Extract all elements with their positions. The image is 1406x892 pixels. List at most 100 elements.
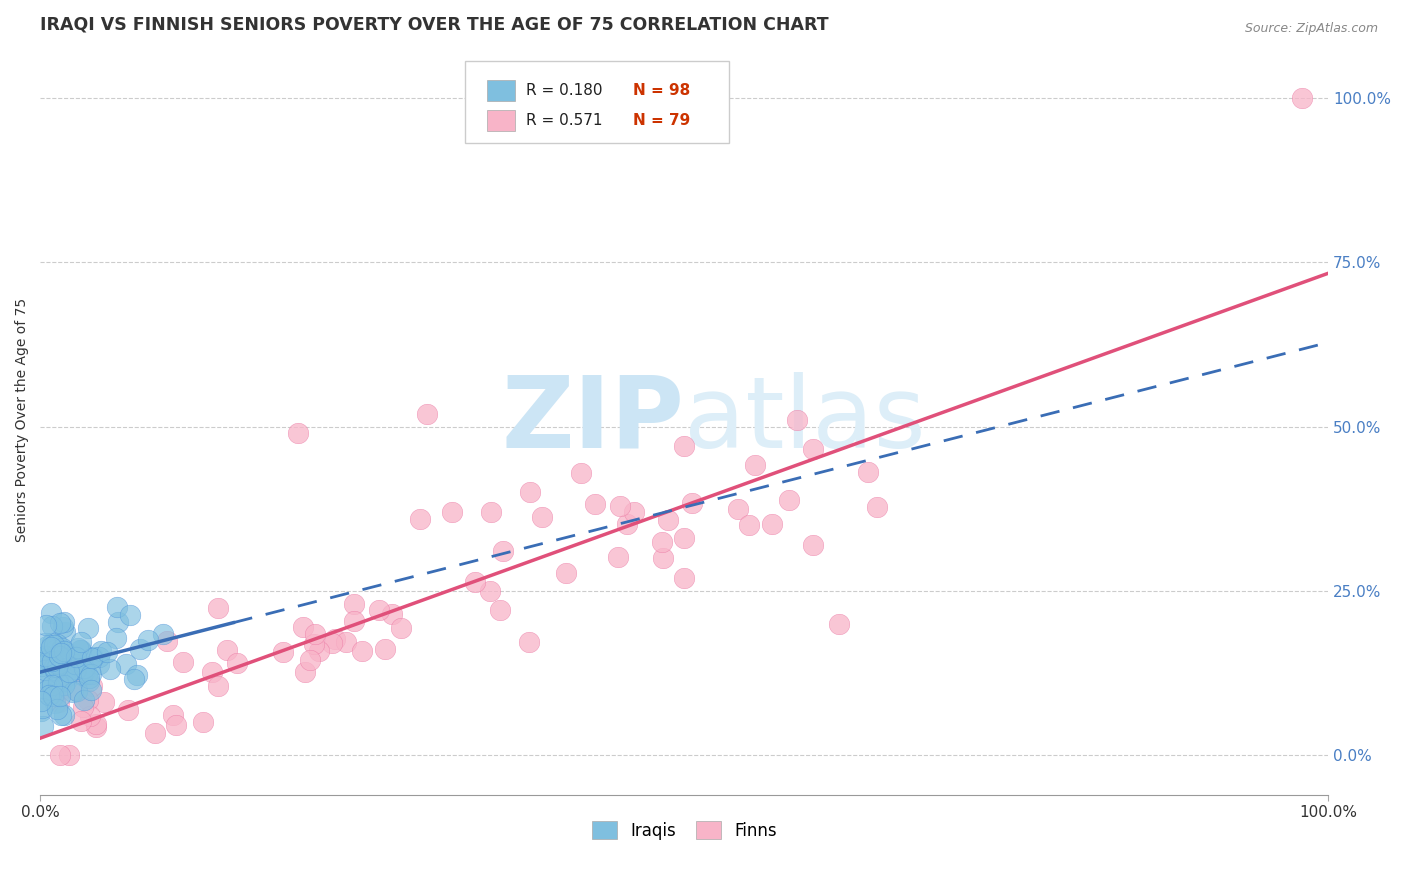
Point <box>67 640 90 655</box>
Point <box>302 637 325 651</box>
Point <box>66 682 89 697</box>
Point <box>31 651 53 665</box>
Point <box>51 620 73 634</box>
Point <box>304 627 326 641</box>
Point <box>46 657 69 671</box>
Point <box>77 673 100 688</box>
Text: N = 98: N = 98 <box>633 83 690 98</box>
Point <box>672 571 695 585</box>
Point <box>69 635 91 649</box>
Point <box>66 683 89 698</box>
Point <box>31 701 53 715</box>
Point <box>41 654 63 668</box>
Point <box>193 715 215 730</box>
Point <box>69 643 91 657</box>
Point <box>49 616 72 631</box>
Point <box>48 673 70 688</box>
Point <box>96 645 118 659</box>
Point <box>492 543 515 558</box>
Point <box>48 695 70 709</box>
Text: R = 0.180: R = 0.180 <box>526 83 602 98</box>
Point <box>80 666 103 681</box>
Point <box>59 647 82 661</box>
Point <box>786 412 808 426</box>
Point <box>120 607 142 622</box>
Point <box>35 683 58 698</box>
Point <box>52 644 75 658</box>
Point <box>63 657 86 672</box>
Point <box>53 625 76 640</box>
Point <box>37 639 59 653</box>
Point <box>866 500 889 514</box>
Point <box>368 602 391 616</box>
Point <box>41 678 63 692</box>
Point <box>389 621 412 635</box>
Point <box>72 661 94 675</box>
Point <box>105 631 128 645</box>
Point <box>673 440 696 454</box>
Point <box>31 657 53 672</box>
Point <box>44 643 66 657</box>
Point <box>51 642 73 657</box>
Point <box>517 635 540 649</box>
Point <box>86 720 108 734</box>
Point <box>93 695 115 709</box>
Point <box>299 653 322 667</box>
Point <box>623 505 645 519</box>
Point <box>321 636 343 650</box>
Point <box>39 640 62 654</box>
Point <box>165 718 187 732</box>
Point <box>51 640 73 655</box>
Legend: Iraqis, Finns: Iraqis, Finns <box>585 814 783 847</box>
Point <box>335 634 357 648</box>
Point <box>207 601 229 615</box>
Point <box>58 748 80 763</box>
Point <box>105 600 128 615</box>
Point <box>39 606 62 620</box>
Point <box>34 649 56 664</box>
Point <box>72 699 94 714</box>
Point <box>464 575 486 590</box>
Point <box>271 645 294 659</box>
Point <box>73 692 96 706</box>
Point <box>66 655 89 669</box>
Point <box>49 656 72 670</box>
Point <box>53 615 76 629</box>
Point <box>48 667 70 681</box>
Point <box>308 644 330 658</box>
Point <box>79 709 101 723</box>
Point <box>172 655 194 669</box>
Point <box>323 632 346 647</box>
Text: R = 0.571: R = 0.571 <box>526 113 602 128</box>
Point <box>673 531 696 545</box>
Point <box>609 499 631 513</box>
Point <box>46 660 69 674</box>
Point <box>381 607 404 621</box>
Point <box>34 664 56 678</box>
Point <box>31 670 53 684</box>
Point <box>65 663 87 677</box>
Point <box>569 466 592 480</box>
Point <box>200 665 222 679</box>
Point <box>42 689 65 703</box>
Point <box>55 673 77 688</box>
Point <box>30 704 52 718</box>
Point <box>42 660 65 674</box>
Point <box>374 641 396 656</box>
Point <box>156 634 179 648</box>
Point <box>152 627 174 641</box>
Point <box>76 667 98 681</box>
Point <box>531 510 554 524</box>
Point <box>555 566 578 581</box>
Point <box>49 646 72 660</box>
Point <box>343 598 366 612</box>
Point <box>441 505 464 519</box>
Point <box>801 442 824 457</box>
Point <box>82 650 104 665</box>
Point <box>107 615 129 629</box>
Point <box>52 707 75 722</box>
Point <box>489 603 512 617</box>
Point <box>77 693 100 707</box>
Point <box>519 485 541 500</box>
Point <box>100 662 122 676</box>
